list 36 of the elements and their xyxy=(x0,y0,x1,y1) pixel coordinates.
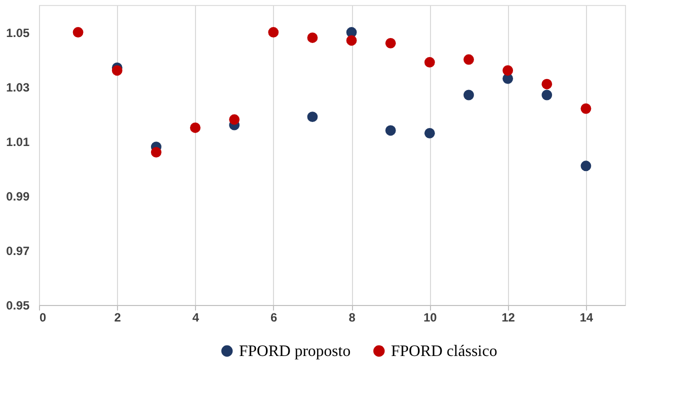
y-tick-label: 0.99 xyxy=(6,189,30,204)
x-tick-label: 12 xyxy=(502,310,516,324)
point xyxy=(424,57,435,68)
y-tick-label: 0.95 xyxy=(6,298,30,312)
point xyxy=(424,128,435,138)
point xyxy=(502,65,514,76)
point xyxy=(229,114,240,125)
y-tick-label: 1.05 xyxy=(6,26,30,40)
point xyxy=(580,160,592,172)
legend-label: FPORD clássico xyxy=(391,343,498,360)
y-tick-label: 1.03 xyxy=(6,80,30,94)
point xyxy=(385,38,396,48)
point xyxy=(463,90,474,100)
point xyxy=(72,27,84,38)
legend-label: FPORD proposto xyxy=(239,343,351,360)
point xyxy=(542,78,552,90)
y-tick-label: 1.01 xyxy=(6,134,30,149)
x-tick-label: 10 xyxy=(423,310,438,324)
x-tick-label: 2 xyxy=(114,310,122,324)
point xyxy=(150,147,162,158)
point xyxy=(580,103,592,114)
point xyxy=(346,35,357,46)
point xyxy=(307,112,318,122)
point xyxy=(112,65,122,76)
point xyxy=(463,54,474,65)
point xyxy=(268,27,279,38)
point xyxy=(385,125,396,136)
point xyxy=(542,90,552,100)
y-tick-label: 0.97 xyxy=(6,244,30,258)
x-tick-label: 0 xyxy=(40,310,46,324)
x-tick-label: 14 xyxy=(580,310,594,324)
x-tick-label: 4 xyxy=(192,310,200,324)
point xyxy=(190,122,201,133)
x-tick-label: 6 xyxy=(270,310,278,324)
x-tick-label: 8 xyxy=(348,310,356,324)
point xyxy=(307,32,318,43)
